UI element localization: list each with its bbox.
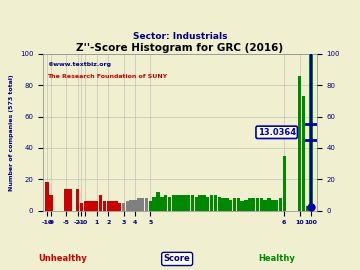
Bar — [217, 197, 221, 211]
Bar — [187, 195, 190, 211]
Bar — [244, 200, 248, 211]
Bar — [156, 192, 160, 211]
Text: Healthy: Healthy — [258, 254, 295, 264]
Bar — [275, 200, 278, 211]
Bar — [84, 201, 87, 211]
Bar — [306, 206, 309, 211]
Bar — [302, 96, 305, 211]
Bar — [137, 198, 141, 211]
Bar — [210, 195, 213, 211]
Bar — [152, 197, 156, 211]
Bar — [221, 198, 225, 211]
Bar — [76, 189, 79, 211]
Text: The Research Foundation of SUNY: The Research Foundation of SUNY — [47, 74, 167, 79]
Bar — [172, 195, 175, 211]
Bar — [80, 203, 83, 211]
Text: ©www.textbiz.org: ©www.textbiz.org — [47, 62, 111, 67]
Bar — [64, 189, 68, 211]
Bar — [111, 201, 114, 211]
Bar — [99, 195, 102, 211]
Bar — [145, 198, 148, 211]
Bar — [194, 197, 198, 211]
Bar — [91, 201, 95, 211]
Bar — [279, 198, 282, 211]
Bar — [240, 201, 244, 211]
Bar — [95, 201, 99, 211]
Bar — [233, 198, 236, 211]
Bar — [114, 201, 118, 211]
Bar — [309, 54, 313, 211]
Bar — [225, 198, 229, 211]
Bar — [130, 200, 133, 211]
Bar — [183, 195, 186, 211]
Y-axis label: Number of companies (573 total): Number of companies (573 total) — [9, 74, 14, 191]
Text: Score: Score — [164, 254, 190, 264]
Bar — [107, 201, 110, 211]
Bar — [267, 198, 271, 211]
Bar — [264, 200, 267, 211]
Bar — [149, 201, 152, 211]
Bar — [164, 195, 167, 211]
Bar — [133, 200, 137, 211]
Bar — [141, 198, 144, 211]
Bar — [298, 76, 301, 211]
Bar — [118, 203, 121, 211]
Text: Unhealthy: Unhealthy — [38, 254, 87, 264]
Text: Sector: Industrials: Sector: Industrials — [133, 32, 227, 42]
Bar — [248, 198, 252, 211]
Bar — [68, 189, 72, 211]
Bar — [214, 195, 217, 211]
Bar — [206, 197, 210, 211]
Bar — [49, 195, 53, 211]
Bar — [256, 198, 259, 211]
Bar — [271, 200, 275, 211]
Bar — [45, 183, 49, 211]
Bar — [87, 201, 91, 211]
Title: Z''-Score Histogram for GRC (2016): Z''-Score Histogram for GRC (2016) — [76, 43, 284, 53]
Bar — [237, 198, 240, 211]
Bar — [202, 195, 206, 211]
Bar — [103, 201, 106, 211]
Bar — [191, 195, 194, 211]
Bar — [122, 203, 125, 211]
Bar — [229, 200, 233, 211]
Bar — [168, 197, 171, 211]
Bar — [260, 198, 263, 211]
Bar — [283, 156, 286, 211]
Bar — [160, 197, 163, 211]
Bar — [198, 195, 202, 211]
Bar — [175, 195, 179, 211]
Text: 13.0364: 13.0364 — [258, 128, 296, 137]
Bar — [179, 195, 183, 211]
Bar — [252, 198, 255, 211]
Bar — [126, 201, 129, 211]
